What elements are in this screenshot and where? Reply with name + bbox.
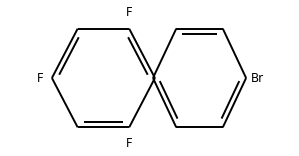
- Text: Br: Br: [251, 71, 264, 85]
- Text: F: F: [126, 6, 132, 19]
- Text: F: F: [37, 71, 44, 85]
- Text: F: F: [126, 137, 132, 150]
